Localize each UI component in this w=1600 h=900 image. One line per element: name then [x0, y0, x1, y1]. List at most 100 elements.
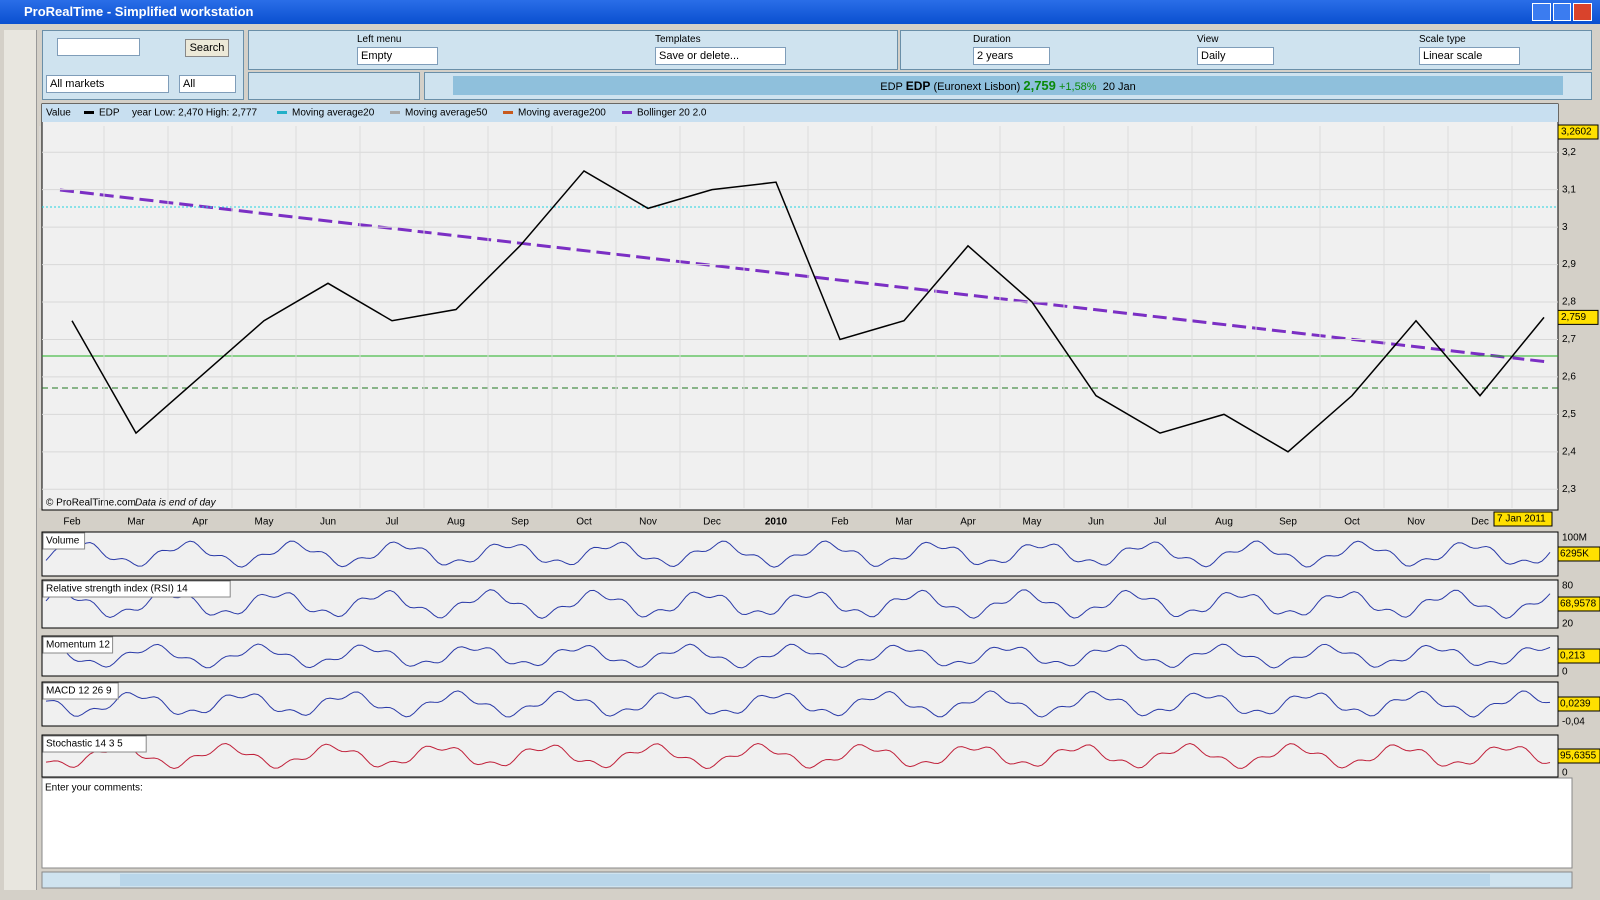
quote-price: 2,759 [1023, 78, 1056, 93]
duration-select[interactable]: 2 years [973, 47, 1050, 65]
value-badge [1557, 596, 1600, 612]
view-select[interactable]: Daily [1197, 47, 1274, 65]
value-badge [1557, 309, 1599, 325]
y-tick-label: 2,8 [1562, 297, 1576, 308]
x-tick-label: May [1023, 517, 1042, 528]
y-tick-label: 3 [1562, 222, 1568, 233]
indicator-label-box [42, 580, 231, 598]
indicator-value: 6295K [1560, 549, 1589, 560]
x-tick-label: Jul [386, 517, 399, 528]
menu-panel: Left menu Empty Templates Save or delete… [248, 30, 898, 70]
title-bar: ProRealTime - Simplified workstation [0, 0, 1600, 24]
indicator-scale: 0 [1562, 667, 1568, 678]
legend-ma50: Moving average50 [405, 108, 488, 119]
indicator-value: 68,9578 [1560, 599, 1597, 610]
indicator-name: MACD 12 26 9 [46, 686, 112, 697]
indicator-line [45, 690, 1551, 718]
y-tick-label: 2,5 [1562, 409, 1576, 420]
tool-strip [4, 30, 37, 890]
market-select[interactable]: All markets [46, 75, 169, 93]
x-tick-label: Aug [1215, 517, 1233, 528]
y-tick-label: 2,3 [1562, 484, 1576, 495]
indicator-label-box [42, 636, 114, 654]
x-tick-label: Oct [576, 517, 592, 528]
indicator-panel [41, 734, 1559, 778]
templates-label: Templates [655, 34, 701, 45]
search-input[interactable] [57, 38, 140, 56]
legend-range: year Low: 2,470 High: 2,777 [132, 108, 258, 119]
x-tick-label: Mar [127, 517, 145, 528]
indicator-label-box [42, 735, 147, 753]
scale-select[interactable]: Linear scale [1419, 47, 1520, 65]
x-tick-label: May [255, 517, 274, 528]
x-tick-label: Mar [895, 517, 913, 528]
filter-select[interactable]: All [179, 75, 236, 93]
value-badge [1557, 124, 1599, 140]
indicator-value: 95,6355 [1560, 751, 1597, 762]
maximize[interactable] [1552, 3, 1572, 21]
indicator-scale: 0 [1562, 768, 1568, 779]
legend-swatch [622, 111, 632, 114]
badge-text: 7 Jan 2011 [1497, 514, 1546, 525]
x-tick-label: Sep [1279, 517, 1297, 528]
x-tick-label: Apr [960, 517, 976, 528]
x-tick-label: Jun [1088, 517, 1104, 528]
indicator-label-box [42, 532, 86, 550]
indicator-line [45, 742, 1551, 770]
legend-swatch [503, 111, 513, 114]
x-tick-label: 2010 [765, 517, 788, 528]
scroll-thumb[interactable] [120, 874, 1490, 886]
legend-bar [42, 104, 1558, 122]
window-controls [1532, 3, 1593, 21]
value-badge [1493, 511, 1553, 527]
indicator-label-box [42, 682, 119, 700]
left-menu-select[interactable]: Empty [357, 47, 438, 65]
quote-strip: EDP EDP (Euronext Lisbon) 2,759 +1,58% 2… [453, 76, 1563, 95]
legend-value: Value [46, 108, 71, 119]
indicator-name: Stochastic 14 3 5 [46, 739, 123, 750]
indicator-line [45, 540, 1551, 568]
legend-bollinger: Bollinger 20 2.0 [637, 108, 707, 119]
y-tick-label: 2,9 [1562, 259, 1576, 270]
x-tick-label: Nov [1407, 517, 1425, 528]
legend-instrument: EDP [99, 108, 120, 119]
badge-text: 2,759 [1561, 312, 1586, 323]
icon-bar [248, 72, 420, 100]
indicator-panel [41, 635, 1559, 677]
indicator-scale: -0,04 [1562, 717, 1585, 728]
value-badge [1557, 748, 1600, 764]
minimize[interactable] [1532, 3, 1551, 21]
indicator-name: Momentum 12 [46, 640, 110, 651]
y-tick-label: 2,6 [1562, 372, 1576, 383]
templates-select[interactable]: Save or delete... [655, 47, 786, 65]
quote-date: 20 Jan [1102, 81, 1136, 93]
view-label: View [1197, 34, 1219, 45]
price-line [71, 169, 1545, 453]
indicator-panel [41, 579, 1559, 629]
comments-placeholder: Enter your comments: [45, 783, 143, 794]
x-tick-label: Oct [1344, 517, 1360, 528]
x-tick-label: Dec [703, 517, 721, 528]
indicator-panel [41, 681, 1559, 727]
y-tick-label: 3,1 [1562, 184, 1576, 195]
indicator-scale: 80 [1562, 581, 1574, 592]
indicator-name: Relative strength index (RSI) 14 [46, 584, 188, 595]
y-tick-label: 2,4 [1562, 446, 1576, 457]
indicator-line [45, 589, 1551, 619]
search-button[interactable]: Search [185, 39, 229, 57]
left-menu-label: Left menu [357, 34, 402, 45]
scale-label: Scale type [1419, 34, 1466, 45]
close[interactable] [1573, 3, 1593, 21]
legend-swatch [277, 111, 287, 114]
indicator-value: 0,213 [1560, 651, 1585, 662]
search-panel: Search All markets All [42, 30, 244, 100]
comments-box[interactable] [41, 777, 1573, 869]
x-tick-label: Feb [63, 517, 81, 528]
window-title: ProRealTime - Simplified workstation [24, 4, 254, 19]
value-badge [1557, 546, 1600, 562]
y-tick-label: 3,2 [1562, 147, 1576, 158]
indicator-value: 0,0239 [1560, 699, 1591, 710]
copyright: © ProRealTime.com [46, 498, 136, 509]
value-badge [1557, 648, 1600, 664]
quote-exchange: (Euronext Lisbon) [933, 81, 1021, 93]
